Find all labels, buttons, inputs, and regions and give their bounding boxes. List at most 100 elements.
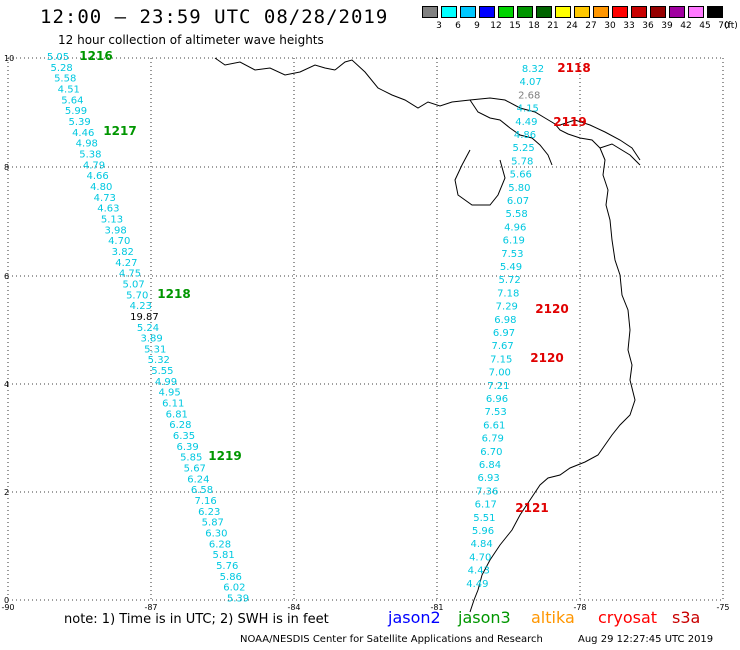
legend-label: 45 (699, 21, 711, 31)
swh-value-b: 5.58 (505, 209, 527, 220)
legend-label: 70 (718, 21, 730, 31)
swh-value-b: 8.32 (522, 64, 544, 75)
swh-value-b: 4.84 (470, 539, 492, 550)
swh-value-a: 6.39 (176, 442, 198, 453)
legend-label: 21 (547, 21, 559, 31)
swh-value-b: 6.61 (483, 420, 505, 431)
satellite-label: s3a (672, 608, 701, 627)
legend-swatch (669, 6, 685, 18)
legend-label: 9 (474, 21, 480, 31)
swh-value-a: 5.87 (202, 518, 224, 529)
swh-value-a: 3.89 (140, 334, 162, 345)
x-tick-label: -75 (716, 603, 729, 612)
swh-value-b: 2.68 (518, 90, 540, 101)
swh-value-a: 3.98 (104, 225, 126, 236)
florida-peninsula-coast (477, 147, 636, 591)
swh-value-b: 6.97 (493, 328, 515, 339)
swh-value-a: 3.82 (112, 247, 134, 258)
satellite-label: altika (531, 608, 575, 627)
grid-lines (7, 57, 724, 601)
pass-labels: 1216 1217 1218 1219 2118 2119 2120 2120 2121 (79, 49, 590, 515)
swh-value-a: 5.31 (144, 344, 166, 355)
satellite-label: cryosat (598, 608, 658, 627)
swh-value-b: 7.21 (487, 381, 509, 392)
swh-value-a: 6.24 (187, 474, 209, 485)
swh-value-b: 5.51 (473, 513, 495, 524)
swh-value-b: 4.43 (468, 566, 490, 577)
swh-value-a: 5.55 (151, 366, 173, 377)
x-tick-label: -87 (144, 603, 157, 612)
swh-value-a: 4.98 (76, 139, 98, 150)
swh-value-b: 4.70 (469, 552, 491, 563)
swh-value-b: 7.36 (476, 486, 498, 497)
x-tick-label: -90 (1, 603, 14, 612)
legend-swatch (688, 6, 704, 18)
swh-value-b: 4.15 (517, 104, 539, 115)
swh-value-a: 5.76 (216, 561, 238, 572)
swh-value-a: 19.87 (130, 312, 159, 323)
x-tick-label: -78 (573, 603, 586, 612)
swh-value-a: 4.63 (97, 204, 119, 215)
pass-label: 1219 (208, 449, 241, 463)
swh-value-a: 5.70 (126, 290, 148, 301)
swh-value-a: 5.58 (54, 74, 76, 85)
swh-value-a: 6.02 (223, 583, 245, 594)
swh-value-b: 6.07 (507, 196, 529, 207)
x-tick-label: -81 (430, 603, 443, 612)
swh-value-a: 5.38 (79, 149, 101, 160)
legend-label: 15 (509, 21, 521, 31)
y-tick-label: 2 (4, 488, 9, 497)
swh-value-b: 5.80 (508, 183, 530, 194)
swh-value-a: 5.13 (101, 214, 123, 225)
swh-value-a: 6.23 (198, 507, 220, 518)
swh-value-a: 5.28 (50, 63, 72, 74)
swh-value-b: 6.96 (486, 394, 508, 405)
track-b-values: 8.32 4.07 2.68 4.15 4.49 4.86 5.25 5.78 5.66 5.80… (466, 64, 544, 590)
pass-label: 1216 (79, 49, 112, 63)
swh-value-a: 4.79 (83, 160, 105, 171)
swh-value-b: 7.29 (496, 302, 518, 313)
legend-label: 18 (528, 21, 540, 31)
swh-value-b: 5.96 (472, 526, 494, 537)
swh-value-a: 5.81 (212, 550, 234, 561)
swh-value-a: 5.64 (61, 95, 83, 106)
track-a-values: 5.055.285.584.515.645.995.394.464.985.38… (47, 52, 249, 605)
y-tick-label: 4 (4, 380, 9, 389)
swh-value-a: 6.35 (173, 431, 195, 442)
legend-label: 42 (680, 21, 692, 31)
swh-value-a: 4.99 (155, 377, 177, 388)
swh-value-a: 5.07 (122, 279, 144, 290)
swh-value-a: 6.30 (205, 529, 227, 540)
swh-value-a: 6.28 (209, 539, 231, 550)
legend-label: 12 (490, 21, 502, 31)
swh-value-b: 6.17 (475, 500, 497, 511)
swh-value-a: 5.24 (137, 323, 159, 334)
swh-value-b: 5.49 (500, 262, 522, 273)
legend-label: 33 (623, 21, 635, 31)
legend-swatch (593, 6, 609, 18)
y-tick-label: 8 (4, 163, 9, 172)
legend-label: 27 (585, 21, 597, 31)
swh-value-b: 7.15 (490, 354, 512, 365)
axis-ticks: -90 -87 -84 -81 -78 -75 10 8 6 4 2 0 (1, 54, 729, 612)
swh-value-a: 5.39 (227, 594, 249, 605)
swh-value-a: 4.70 (108, 236, 130, 247)
legend-swatch (650, 6, 666, 18)
swh-value-b: 6.79 (482, 434, 504, 445)
swh-value-b: 6.84 (479, 460, 501, 471)
pass-label: 1218 (157, 287, 190, 301)
swh-value-a: 4.23 (130, 301, 152, 312)
swh-value-a: 5.85 (180, 453, 202, 464)
y-tick-label: 10 (4, 54, 14, 63)
panhandle-coast (214, 57, 336, 76)
swh-value-a: 4.27 (115, 258, 137, 269)
swh-value-b: 4.49 (466, 579, 488, 590)
swh-value-b: 7.18 (497, 288, 519, 299)
swh-value-a: 4.95 (158, 388, 180, 399)
y-tick-label: 6 (4, 272, 9, 281)
legend-swatch (517, 6, 533, 18)
swh-value-b: 5.78 (511, 156, 533, 167)
swh-value-a: 4.75 (119, 269, 141, 280)
timestamp: Aug 29 12:27:45 UTC 2019 (578, 634, 714, 645)
